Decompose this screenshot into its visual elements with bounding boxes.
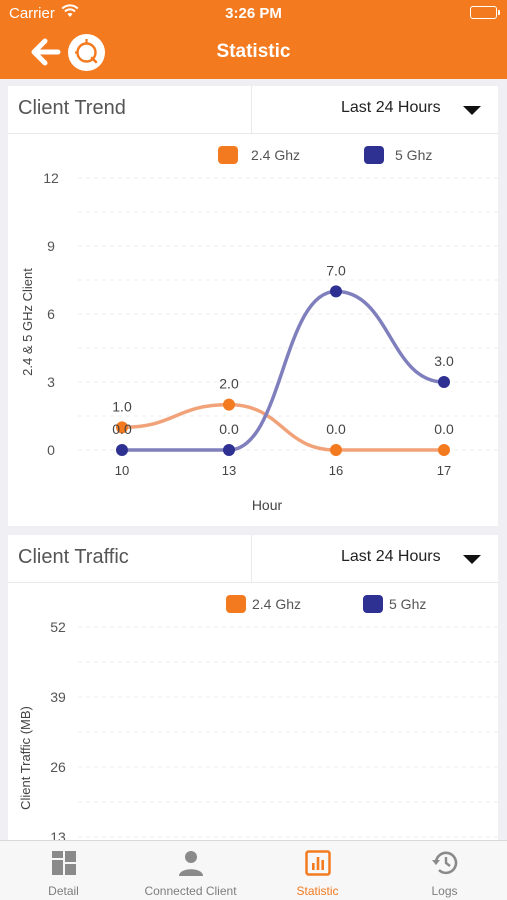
y-tick-label: 26: [50, 759, 66, 775]
data-point-24ghz: [116, 421, 128, 434]
battery-icon: [470, 6, 500, 19]
client-traffic-title: Client Traffic: [18, 546, 129, 568]
tab-logs[interactable]: Logs: [381, 841, 507, 900]
tab-label: Detail: [48, 884, 79, 898]
tab-connected-client[interactable]: Connected Client: [127, 841, 254, 900]
data-point-5ghz: [438, 376, 450, 388]
client-trend-range-label: Last 24 Hours: [341, 99, 441, 116]
series-line-5ghz: [121, 289, 445, 452]
data-point-24ghz: [223, 398, 235, 411]
x-ticks: 10 13 16 17: [115, 463, 451, 478]
grid-icon: [51, 851, 76, 875]
history-icon: [431, 851, 457, 875]
y-axis-label: 2.4 & 5 GHz Client: [20, 268, 35, 376]
tab-detail[interactable]: Detail: [0, 841, 127, 900]
status-bar: Carrier 3:26 PM: [0, 0, 507, 28]
legend-label-24ghz: 2.4 Ghz: [252, 596, 301, 612]
carrier-label: Carrier: [9, 5, 55, 22]
y-tick-label: 9: [47, 238, 55, 254]
legend-swatch-24ghz: [218, 146, 238, 164]
x-axis-label: Hour: [252, 497, 283, 513]
x-tick-label: 13: [222, 463, 236, 478]
y-tick-label: 52: [50, 619, 66, 635]
client-trend-header: Client Trend Last 24 Hours: [8, 86, 498, 134]
gridlines: [78, 626, 498, 838]
dropdown-arrow-icon: [463, 555, 481, 564]
status-time: 3:26 PM: [225, 5, 282, 22]
data-label-5ghz: 7.0: [326, 262, 346, 278]
y-tick-label: 39: [50, 689, 66, 705]
back-button[interactable]: [28, 36, 62, 68]
client-traffic-range-label: Last 24 Hours: [341, 548, 441, 565]
legend-label-24ghz: 2.4 Ghz: [251, 147, 300, 163]
client-traffic-card: Client Traffic Last 24 Hours 2.4 Ghz 5 G…: [8, 535, 498, 845]
logo-icon: [68, 34, 105, 71]
client-trend-card: Client Trend Last 24 Hours 2.4 Ghz 5 Ghz…: [8, 86, 498, 526]
dropdown-arrow-icon: [463, 106, 481, 115]
y-axis-label: Client Traffic (MB): [18, 706, 33, 810]
data-point-5ghz: [116, 444, 128, 456]
tab-bar: Detail Connected Client Statistic Logs: [0, 840, 507, 900]
y-tick-label: 12: [43, 170, 59, 186]
data-label-5ghz: 0.0: [219, 421, 239, 437]
legend-swatch-5ghz: [364, 146, 384, 164]
app-header: Carrier 3:26 PM Statistic: [0, 0, 507, 79]
y-tick-label: 3: [47, 374, 55, 390]
data-label-24ghz: 1.0: [112, 398, 132, 414]
data-point-5ghz: [223, 444, 235, 456]
tab-label: Connected Client: [144, 884, 237, 898]
client-trend-title: Client Trend: [18, 97, 126, 119]
client-traffic-range-select[interactable]: Last 24 Hours: [251, 535, 498, 583]
tab-label: Logs: [431, 884, 458, 898]
data-point-24ghz: [330, 444, 342, 456]
data-label-24ghz: 2.0: [219, 376, 239, 392]
y-tick-label: 6: [47, 306, 55, 322]
client-traffic-header: Client Traffic Last 24 Hours: [8, 535, 498, 583]
data-label-24ghz: 0.0: [434, 421, 454, 437]
legend-swatch-5ghz: [363, 595, 383, 613]
legend-label-5ghz: 5 Ghz: [395, 147, 432, 163]
series-layer: 1.0 2.0 0.0 0.0 0.0 0.0 7.0 3.0: [112, 262, 454, 456]
tab-statistic[interactable]: Statistic: [254, 841, 381, 900]
bar-chart-icon: [304, 850, 331, 876]
x-tick-label: 17: [437, 463, 451, 478]
client-trend-chart: 2.4 Ghz 5 Ghz 2.4 & 5 GHz Client Hour 12…: [20, 146, 498, 513]
data-label-5ghz: 3.0: [434, 353, 454, 369]
wifi-icon: [61, 4, 79, 17]
tab-label: Statistic: [296, 884, 339, 898]
client-trend-range-select[interactable]: Last 24 Hours: [251, 86, 498, 134]
legend-label-5ghz: 5 Ghz: [389, 596, 426, 612]
y-ticks: 12 9 6 3 0: [43, 170, 59, 458]
data-label-24ghz: 0.0: [326, 421, 346, 437]
data-label-5ghz: 0.0: [112, 421, 132, 437]
person-icon: [178, 851, 203, 876]
client-traffic-chart: 2.4 Ghz 5 Ghz Client Traffic (MB) 52 39 26…: [18, 595, 498, 845]
page-title: Statistic: [216, 41, 291, 62]
data-point-24ghz: [438, 444, 450, 456]
data-point-5ghz: [330, 285, 342, 298]
y-tick-label: 0: [47, 442, 55, 458]
series-line-24ghz: [121, 402, 444, 452]
legend-swatch-24ghz: [226, 595, 246, 613]
gridlines: [78, 177, 498, 451]
x-tick-label: 16: [329, 463, 343, 478]
x-tick-label: 10: [115, 463, 129, 478]
